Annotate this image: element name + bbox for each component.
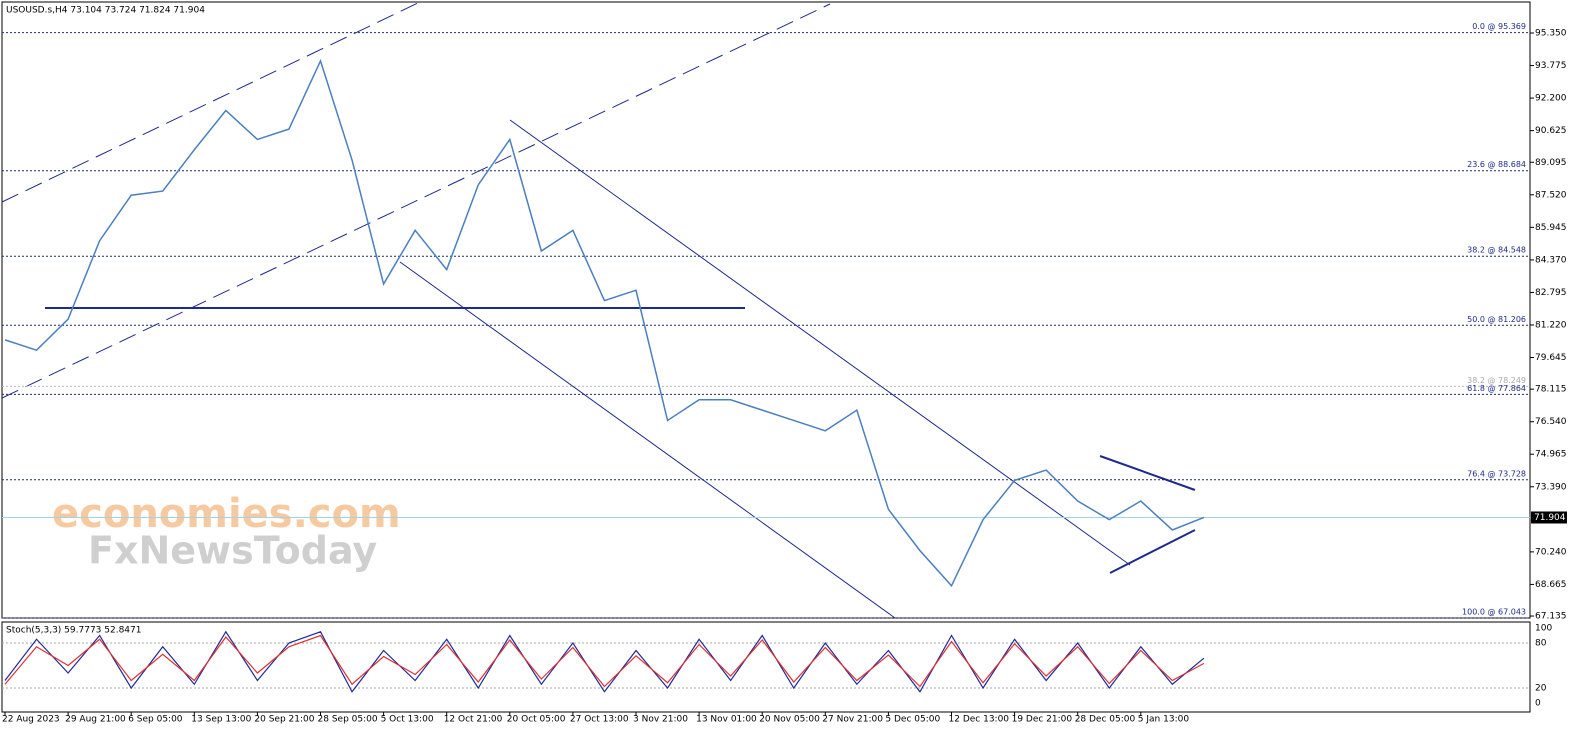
y-tick-label: 87.520: [1535, 190, 1567, 200]
x-tick-label: 20 Nov 05:00: [759, 715, 820, 725]
x-tick-label: 28 Sep 05:00: [318, 715, 378, 725]
x-tick-label: 12 Dec 13:00: [949, 715, 1010, 725]
fib-label: 61.8 @ 77.864: [1467, 384, 1526, 393]
fib-label: 50.0 @ 81.206: [1467, 315, 1526, 324]
stoch-tick-label: 0: [1535, 699, 1541, 709]
stoch-line: [4, 630, 1205, 693]
x-tick-label: 19 Dec 21:00: [1012, 715, 1073, 725]
last-price-label: 71.904: [1534, 513, 1566, 523]
stoch-tick-label: 80: [1535, 639, 1547, 649]
y-tick-label: 93.775: [1535, 61, 1567, 71]
stoch-label: Stoch(5,3,3) 59.7773 52.8471: [6, 626, 141, 636]
last-price-box: [1531, 511, 1567, 524]
stoch-tick-label: 20: [1535, 684, 1547, 694]
y-tick-label: 78.115: [1535, 385, 1567, 395]
y-tick-label: 82.795: [1535, 288, 1567, 298]
watermark: FxNewsToday: [88, 529, 377, 573]
triangle-line: [1109, 529, 1196, 574]
y-tick-label: 84.370: [1535, 255, 1567, 265]
x-tick-label: 22 Aug 2023: [2, 715, 60, 725]
y-tick-label: 85.945: [1535, 223, 1567, 233]
x-tick-label: 3 Nov 21:00: [633, 715, 688, 725]
y-tick-label: 70.240: [1535, 547, 1567, 557]
x-tick-label: 5 Oct 13:00: [381, 715, 434, 725]
y-tick-label: 68.665: [1535, 580, 1567, 590]
sub-panel: [1, 621, 1531, 713]
x-tick-label: 28 Dec 05:00: [1075, 715, 1136, 725]
fib-label: 38.2 @ 78.249: [1467, 376, 1526, 385]
y-tick-label: 76.540: [1535, 417, 1567, 427]
fib-label: 0.0 @ 95.369: [1472, 22, 1526, 31]
x-tick-label: 13 Sep 13:00: [191, 715, 251, 725]
x-tick-label: 20 Sep 21:00: [254, 715, 314, 725]
y-tick-label: 90.625: [1535, 126, 1567, 136]
y-tick-label: 73.390: [1535, 482, 1567, 492]
x-tick-label: 12 Oct 21:00: [444, 715, 503, 725]
triangle-line: [1099, 455, 1196, 491]
channel-line: [509, 119, 1131, 566]
x-tick-label: 5 Dec 05:00: [885, 715, 940, 725]
channel-line: [1, 3, 831, 399]
y-tick-label: 92.200: [1535, 94, 1567, 104]
y-tick-label: 74.965: [1535, 450, 1567, 460]
x-tick-label: 29 Aug 21:00: [65, 715, 126, 725]
y-tick-label: 67.135: [1535, 612, 1567, 622]
channel-line: [399, 261, 896, 619]
x-tick-label: 5 Jan 13:00: [1138, 715, 1190, 725]
watermark: economies.com: [52, 491, 401, 537]
y-tick-label: 81.220: [1535, 320, 1567, 330]
fib-label: 23.6 @ 88.684: [1467, 160, 1526, 169]
channel-line: [1, 1, 421, 203]
x-tick-label: 13 Nov 01:00: [696, 715, 757, 725]
trendlines: [1, 1, 1196, 619]
x-tick-label: 6 Sep 05:00: [128, 715, 183, 725]
chart-title: USOUSD.s,H4 73.104 73.724 71.824 71.904: [6, 6, 205, 16]
price-line: [4, 58, 1205, 588]
stoch-tick-label: 100: [1535, 624, 1552, 634]
fib-label: 38.2 @ 84.548: [1467, 246, 1526, 255]
y-tick-label: 95.350: [1535, 28, 1567, 38]
fib-label: 100.0 @ 67.043: [1462, 607, 1526, 616]
stoch-line: [4, 634, 1205, 688]
x-tick-label: 27 Nov 21:00: [822, 715, 883, 725]
y-tick-label: 89.095: [1535, 158, 1567, 168]
fib-label: 76.4 @ 73.728: [1467, 469, 1526, 478]
y-tick-label: 79.645: [1535, 353, 1567, 363]
x-tick-label: 27 Oct 13:00: [570, 715, 629, 725]
x-tick-label: 20 Oct 05:00: [507, 715, 566, 725]
